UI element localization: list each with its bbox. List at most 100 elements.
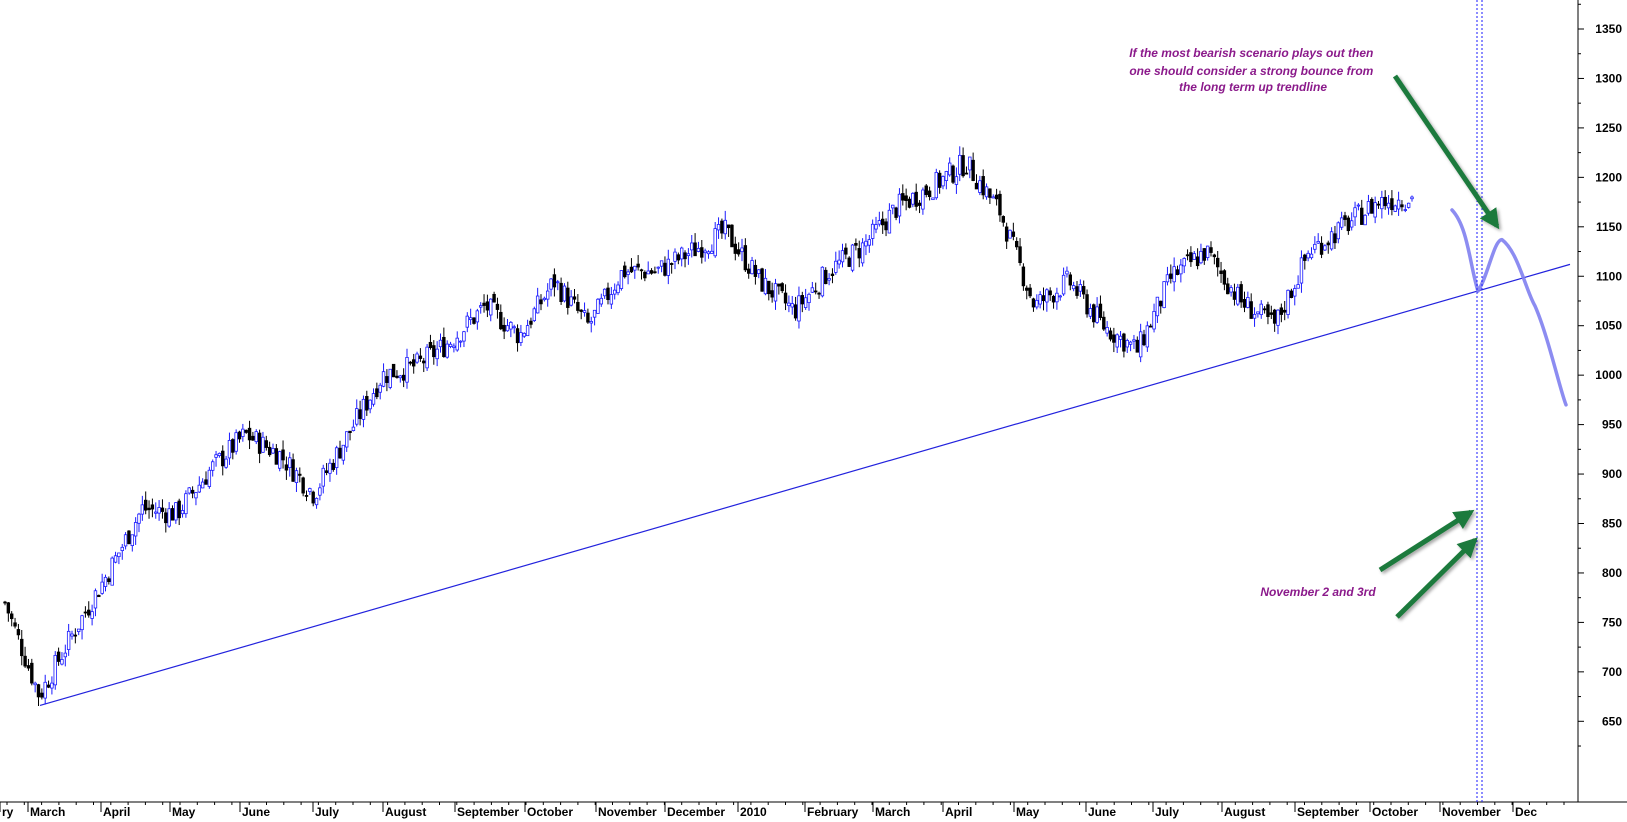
candle [328, 458, 332, 482]
candle [783, 284, 788, 311]
candle [549, 277, 553, 297]
candle [1162, 281, 1166, 309]
x-tick-label: June [1088, 805, 1116, 819]
candle [803, 288, 808, 310]
candle [304, 490, 309, 502]
candle [385, 369, 389, 392]
candle [1390, 190, 1394, 216]
candle [917, 200, 922, 214]
candle [676, 252, 681, 265]
candle [1386, 195, 1391, 215]
candle [837, 250, 841, 269]
candle [539, 294, 543, 311]
candle [1309, 247, 1314, 260]
candle [405, 348, 409, 389]
candle [160, 499, 165, 519]
candle [904, 188, 908, 211]
candle [468, 308, 473, 325]
candle [247, 420, 252, 450]
candle [1276, 309, 1280, 335]
candle [951, 164, 955, 185]
candle [1336, 221, 1340, 244]
candle [1001, 215, 1005, 227]
candle [881, 211, 885, 234]
candle [334, 445, 339, 475]
candle [1055, 287, 1059, 310]
candle [1195, 248, 1200, 270]
candle [321, 464, 325, 494]
candle [643, 270, 647, 282]
candle [686, 248, 691, 265]
candle [291, 453, 295, 482]
candle [482, 294, 486, 313]
candle [1266, 301, 1270, 325]
candle [1262, 306, 1267, 314]
candle [365, 390, 369, 416]
candle [288, 452, 292, 477]
candle [713, 222, 717, 258]
candle [1226, 277, 1230, 295]
candle [1306, 250, 1310, 262]
candle [994, 188, 999, 206]
candle [1025, 285, 1029, 300]
candle [857, 240, 861, 268]
candle [1122, 332, 1126, 358]
candle [1373, 196, 1377, 224]
y-tick-label: 1000 [1595, 368, 1622, 382]
candle [284, 456, 289, 480]
candle [73, 628, 78, 644]
candle [452, 343, 456, 353]
candle [978, 175, 982, 196]
candle [411, 353, 416, 374]
candle [1008, 229, 1012, 239]
candle [529, 317, 533, 329]
candle [261, 431, 265, 453]
candle [1149, 323, 1153, 328]
candle [830, 268, 835, 284]
y-tick-label: 700 [1602, 665, 1622, 679]
candle [1212, 253, 1217, 265]
candle [596, 298, 600, 314]
candle [693, 233, 697, 257]
candle [107, 576, 111, 585]
candle [395, 370, 399, 379]
candle [438, 333, 443, 353]
candle [133, 517, 138, 545]
candle [864, 234, 868, 256]
candle [1269, 305, 1273, 319]
candle [1085, 289, 1089, 318]
candle [1102, 311, 1106, 331]
candle [6, 602, 11, 622]
candle [227, 432, 232, 465]
candle [1289, 288, 1294, 299]
candle [110, 556, 114, 586]
candle [559, 277, 563, 305]
candle [532, 306, 536, 323]
candle [267, 441, 272, 457]
candle [914, 183, 918, 211]
candle [854, 238, 858, 251]
candle [891, 204, 895, 215]
candle [680, 246, 684, 267]
candle [87, 601, 91, 618]
y-tick-label: 1300 [1595, 71, 1622, 85]
candle [20, 630, 24, 666]
candle [77, 628, 81, 636]
candle [944, 170, 949, 190]
candle [840, 243, 845, 268]
candle [961, 147, 965, 178]
candle [1319, 236, 1324, 259]
annotation-bearish: If the most bearish scenario plays out t… [1129, 46, 1373, 94]
candle [787, 295, 791, 313]
candle [368, 399, 372, 414]
annotation-bearish-line-3: the long term up trendline [1179, 80, 1327, 94]
candle [663, 256, 667, 277]
candle [36, 683, 41, 707]
candle [418, 348, 423, 362]
candle [968, 156, 972, 179]
candle [958, 146, 962, 182]
candle [1363, 214, 1367, 226]
candle [1370, 197, 1374, 214]
x-tick-label: March [875, 805, 910, 819]
candle [1038, 291, 1042, 309]
